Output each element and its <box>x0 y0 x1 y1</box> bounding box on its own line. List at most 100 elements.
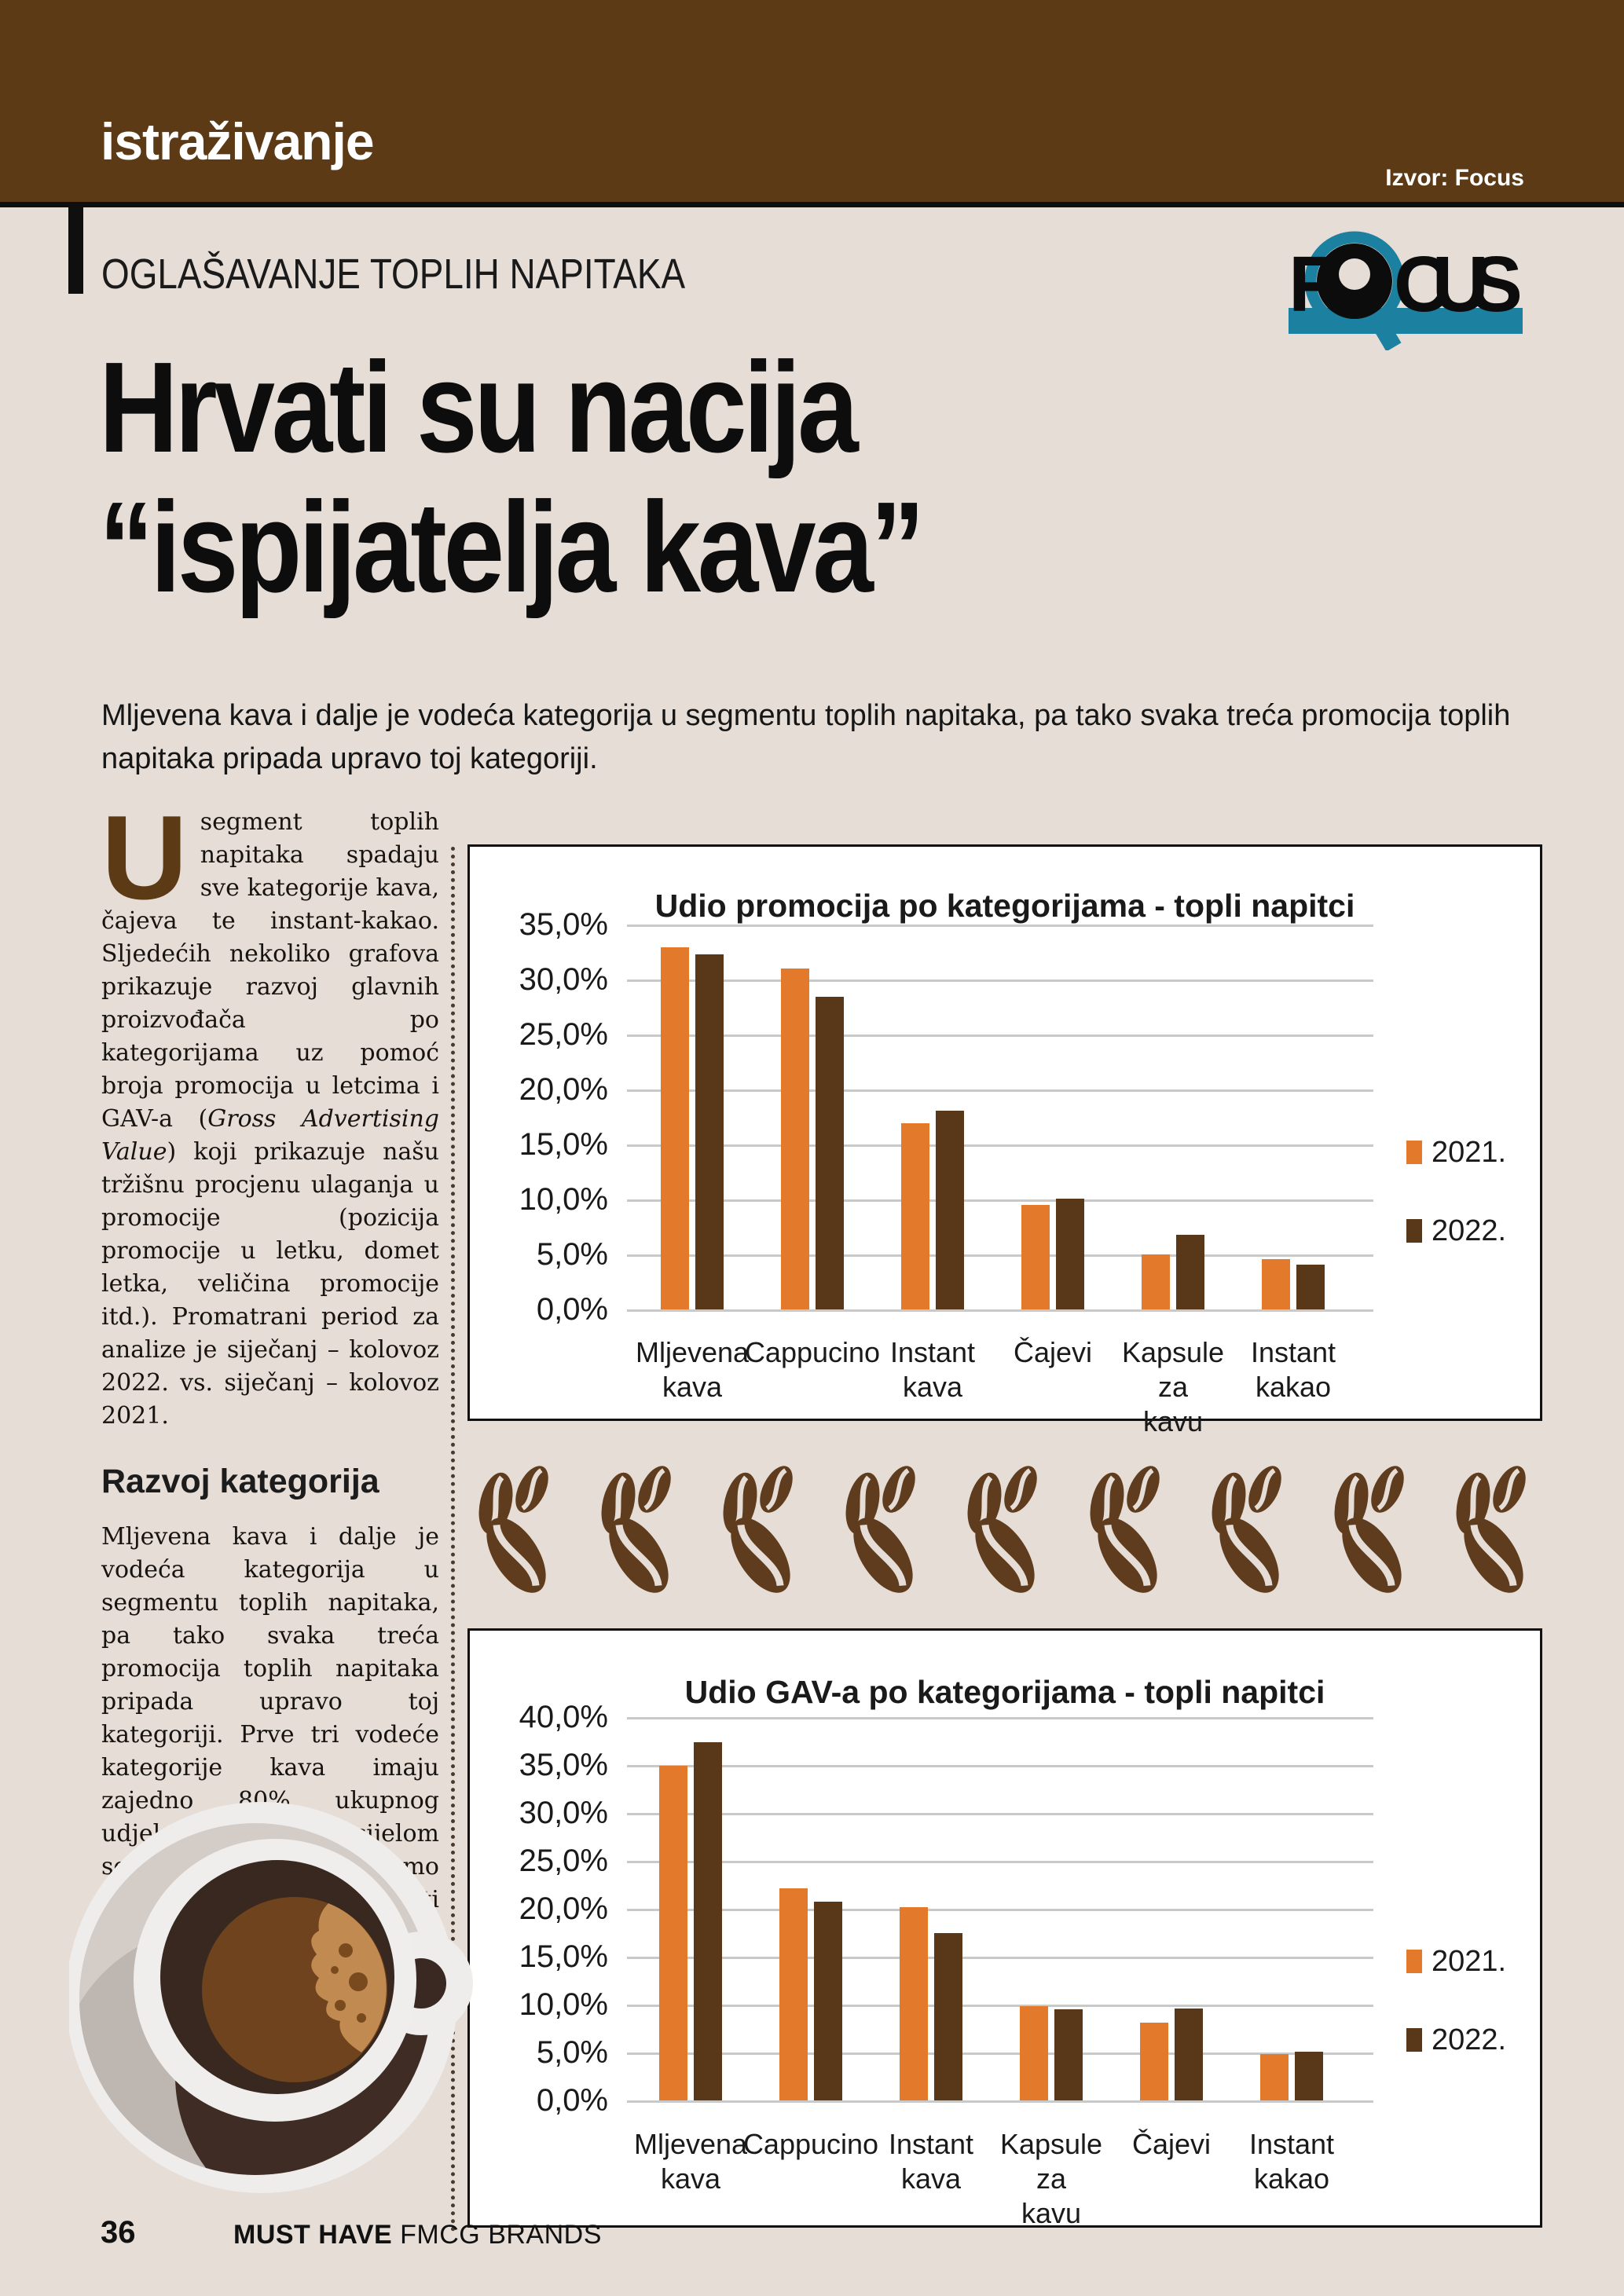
bar-2022-5 <box>1295 2051 1323 2100</box>
grid-line <box>627 1765 1373 1767</box>
category-label: Instant kava <box>889 1336 976 1403</box>
header-band: istraživanje Izvor: Focus <box>0 0 1624 202</box>
coffee-bean-cluster <box>1201 1455 1293 1609</box>
coffee-bean-cluster <box>467 1455 560 1609</box>
y-tick-label: 20,0% <box>519 1891 608 1926</box>
bar-2022-2 <box>934 1932 962 2100</box>
bar-2022-3 <box>1054 2009 1083 2100</box>
y-tick-label: 25,0% <box>519 1017 608 1052</box>
chart-gav-share: Udio GAV-a po kategorijama - topli napit… <box>467 1628 1542 2229</box>
chart-title: Udio promocija po kategorijama - topli n… <box>654 888 1355 924</box>
page-number: 36 <box>101 2215 136 2250</box>
headline-line1: Hrvati su nacija <box>99 335 859 479</box>
category-label: Kapsule za kavu <box>1121 1336 1225 1437</box>
category-label: Mljevena kava <box>633 2128 748 2195</box>
article-subheading: Razvoj kategorija <box>101 1463 379 1500</box>
legend-swatch <box>1406 2028 1422 2052</box>
chart-promotions-share: Udio promocija po kategorijama - topli n… <box>467 844 1542 1437</box>
legend-label: 2021. <box>1432 1945 1507 1978</box>
grid-line <box>627 1309 1373 1312</box>
grid-line <box>627 925 1373 927</box>
svg-text:CUS: CUS <box>1394 240 1523 328</box>
focus-logo: F CUS <box>1289 226 1524 352</box>
y-tick-label: 30,0% <box>519 962 608 997</box>
bar-2021-0 <box>659 1766 687 2100</box>
legend-item-2021: 2021. <box>1406 1945 1532 1981</box>
bar-2022-5 <box>1296 1264 1325 1309</box>
y-tick-label: 15,0% <box>519 1939 608 1974</box>
coffee-bean-cluster <box>1079 1455 1171 1609</box>
grid-line <box>627 1089 1373 1092</box>
y-tick-label: 25,0% <box>519 1844 608 1878</box>
bar-2021-2 <box>900 1906 928 2100</box>
grid-line <box>627 1717 1373 1719</box>
coffee-bean-cluster <box>1323 1455 1416 1609</box>
y-tick-label: 0,0% <box>536 2083 608 2118</box>
bar-2021-4 <box>1140 2023 1168 2100</box>
category-label: Instant kava <box>888 2128 974 2195</box>
legend-label: 2022. <box>1432 2023 1507 2056</box>
grid-line <box>627 1813 1373 1815</box>
category-label: Cappucino <box>744 1336 881 1368</box>
grid-line <box>627 1254 1373 1257</box>
bar-2022-3 <box>1056 1198 1084 1309</box>
bar-2021-3 <box>1020 2006 1048 2100</box>
header-rule <box>0 202 1624 207</box>
grid-line <box>627 2100 1373 2103</box>
coffee-bean-cluster-icon <box>723 1466 793 1593</box>
coffee-beans-row <box>467 1455 1538 1608</box>
bar-2022-4 <box>1176 1234 1204 1309</box>
coffee-bean-cluster-icon <box>1334 1466 1404 1593</box>
para1-italic: Gross Advertising Value <box>101 1105 439 1166</box>
coffee-bean-cluster <box>712 1455 805 1609</box>
y-tick-label: 15,0% <box>519 1127 608 1162</box>
chart-title: Udio GAV-a po kategorijama - topli napit… <box>684 1674 1325 1710</box>
coffee-bean-cluster <box>956 1455 1049 1609</box>
legend-swatch <box>1406 1141 1422 1164</box>
y-tick-label: 35,0% <box>519 1748 608 1782</box>
kicker: OGLAŠAVANJE TOPLIH NAPITAKA <box>101 251 686 298</box>
category-label: Instant kakao <box>1250 1336 1336 1403</box>
para1-text: segment toplih napitaka spadaju sve kate… <box>101 808 439 1133</box>
grid-line <box>627 1909 1373 1911</box>
coffee-bean-cluster-icon <box>967 1466 1037 1593</box>
bar-2022-4 <box>1175 2008 1203 2100</box>
legend-item-2022: 2022. <box>1406 1214 1532 1251</box>
bar-2021-4 <box>1142 1254 1170 1309</box>
category-label: Čajevi <box>1013 1336 1093 1368</box>
y-tick-label: 40,0% <box>519 1700 608 1734</box>
legend-label: 2021. <box>1432 1136 1507 1169</box>
column-divider <box>451 847 455 2232</box>
grid-line <box>627 1957 1373 1959</box>
headline: Hrvati su nacija “ispijatelja kava” <box>99 335 925 617</box>
coffee-bean-cluster <box>834 1455 927 1609</box>
grid-line <box>627 980 1373 982</box>
category-label: Mljevena kava <box>635 1336 750 1403</box>
source-label: Izvor: Focus <box>1385 165 1524 191</box>
section-label: istraživanje <box>101 112 375 170</box>
coffee-cup-illustration <box>66 1793 474 2206</box>
y-tick-label: 35,0% <box>519 907 608 942</box>
focus-logo-icon: F CUS <box>1289 231 1523 352</box>
coffee-bean-cluster-icon <box>1090 1466 1160 1593</box>
y-tick-label: 5,0% <box>536 1237 608 1272</box>
grid-line <box>627 1034 1373 1037</box>
coffee-bean-cluster-icon <box>845 1466 915 1593</box>
legend-swatch <box>1406 1219 1422 1243</box>
legend-swatch <box>1406 1950 1422 1973</box>
y-tick-label: 5,0% <box>536 2035 608 2070</box>
para1-text-end: ) koji prikazuje našu tržišnu procjenu u… <box>101 1138 439 1430</box>
bar-2021-0 <box>661 947 689 1309</box>
bar-2021-5 <box>1260 2054 1289 2100</box>
category-label: Kapsule za kavu <box>999 2128 1103 2229</box>
bar-2022-0 <box>694 1741 722 2100</box>
coffee-cup-icon <box>66 1802 473 2193</box>
grid-line <box>627 1199 1373 1202</box>
legend-item-2022: 2022. <box>1406 2023 1532 2060</box>
bar-2022-0 <box>695 954 724 1309</box>
footer-brand-bold: MUST HAVE <box>233 2220 393 2250</box>
y-tick-label: 20,0% <box>519 1072 608 1107</box>
coffee-bean-cluster-icon <box>1212 1466 1281 1593</box>
bar-2021-5 <box>1262 1258 1290 1309</box>
